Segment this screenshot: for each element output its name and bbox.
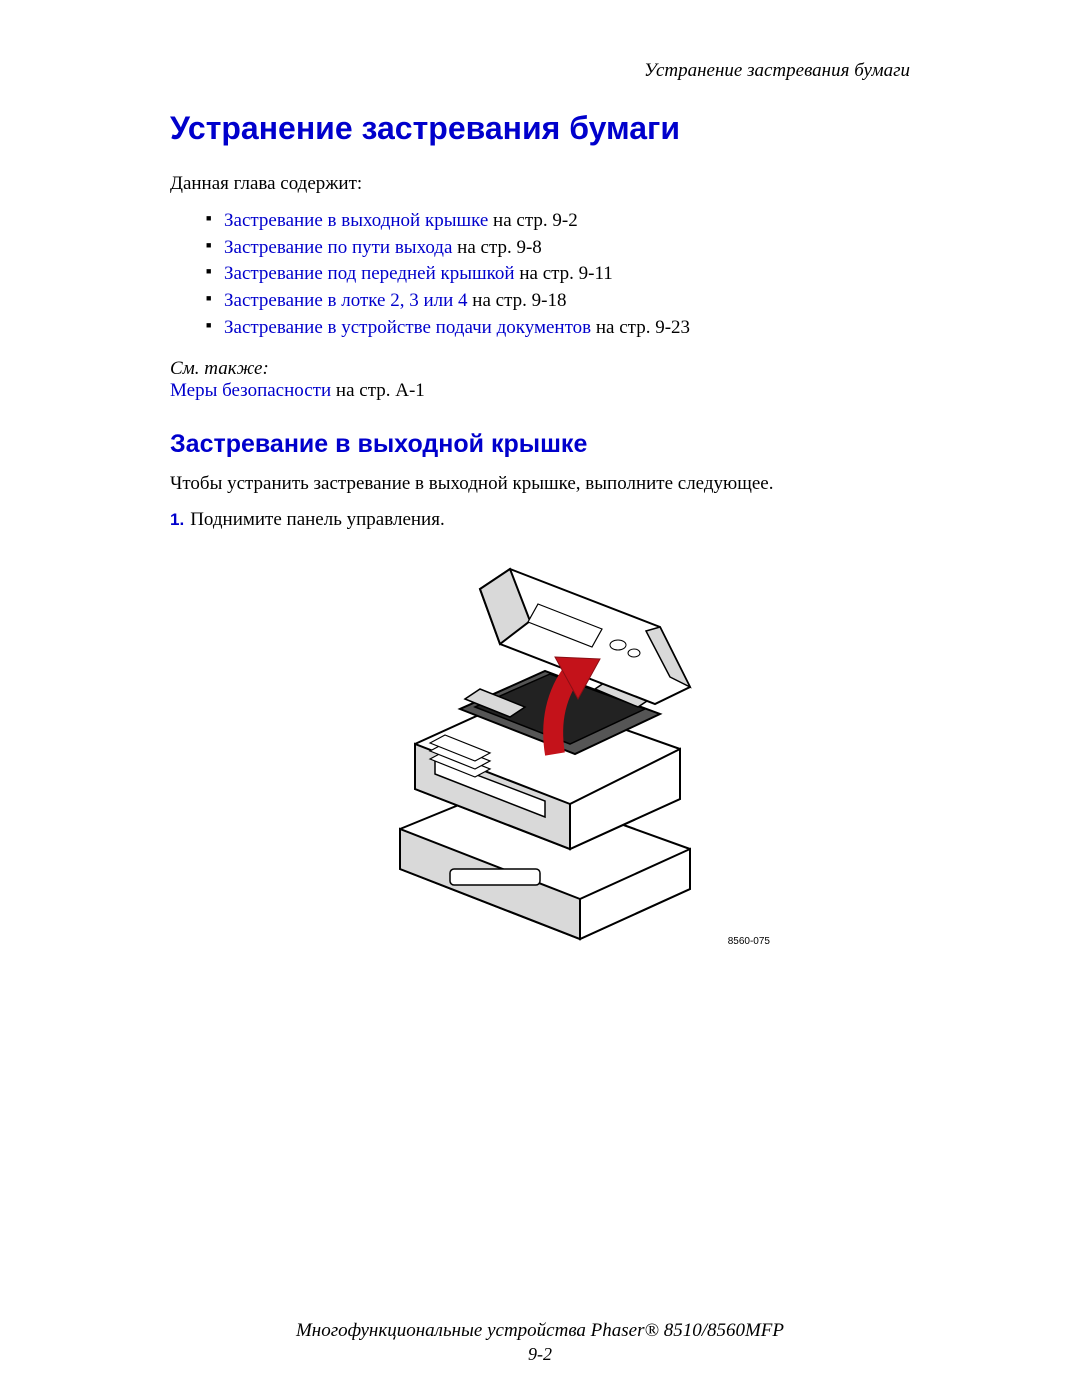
footer-text: Многофункциональные устройства Phaser® 8… bbox=[296, 1320, 784, 1341]
figure: 8560-075 bbox=[170, 549, 910, 947]
toc-item: Застревание в устройстве подачи документ… bbox=[206, 316, 910, 341]
toc-suffix: на стр. 9-2 bbox=[488, 210, 577, 231]
section-heading: Застревание в выходной крышке bbox=[170, 430, 910, 459]
toc-item: Застревание в выходной крышке на стр. 9-… bbox=[206, 209, 910, 234]
printer-illustration bbox=[360, 549, 720, 949]
page-title: Устранение застревания бумаги bbox=[170, 110, 910, 147]
page-number: 9-2 bbox=[0, 1344, 1080, 1365]
toc-link[interactable]: Застревание в выходной крышке bbox=[224, 210, 488, 231]
step-1: 1. Поднимите панель управления. bbox=[170, 509, 910, 531]
toc-item: Застревание под передней крышкой на стр.… bbox=[206, 262, 910, 287]
toc-item: Застревание в лотке 2, 3 или 4 на стр. 9… bbox=[206, 289, 910, 314]
section-intro: Чтобы устранить застревание в выходной к… bbox=[170, 473, 910, 495]
toc-item: Застревание по пути выхода на стр. 9-8 bbox=[206, 236, 910, 261]
see-also-label: См. также: bbox=[170, 358, 910, 380]
see-also-line: Меры безопасности на стр. A-1 bbox=[170, 380, 910, 402]
step-number: 1. bbox=[170, 510, 184, 529]
see-also-suffix: на стр. A-1 bbox=[331, 380, 425, 401]
toc-link[interactable]: Застревание в лотке 2, 3 или 4 bbox=[224, 290, 468, 311]
toc-link[interactable]: Застревание в устройстве подачи документ… bbox=[224, 317, 591, 338]
toc-link[interactable]: Застревание по пути выхода bbox=[224, 237, 452, 258]
see-also-link[interactable]: Меры безопасности bbox=[170, 380, 331, 401]
intro-text: Данная глава содержит: bbox=[170, 173, 910, 195]
step-text: Поднимите панель управления. bbox=[190, 509, 445, 530]
toc-link[interactable]: Застревание под передней крышкой bbox=[224, 263, 515, 284]
toc-list: Застревание в выходной крышке на стр. 9-… bbox=[170, 209, 910, 340]
page: Устранение застревания бумаги Устранение… bbox=[0, 0, 1080, 1397]
toc-suffix: на стр. 9-23 bbox=[591, 317, 690, 338]
toc-suffix: на стр. 9-18 bbox=[468, 290, 567, 311]
toc-suffix: на стр. 9-8 bbox=[452, 237, 541, 258]
page-footer: Многофункциональные устройства Phaser® 8… bbox=[0, 1320, 1080, 1365]
toc-suffix: на стр. 9-11 bbox=[515, 263, 613, 284]
running-header: Устранение застревания бумаги bbox=[170, 60, 910, 82]
